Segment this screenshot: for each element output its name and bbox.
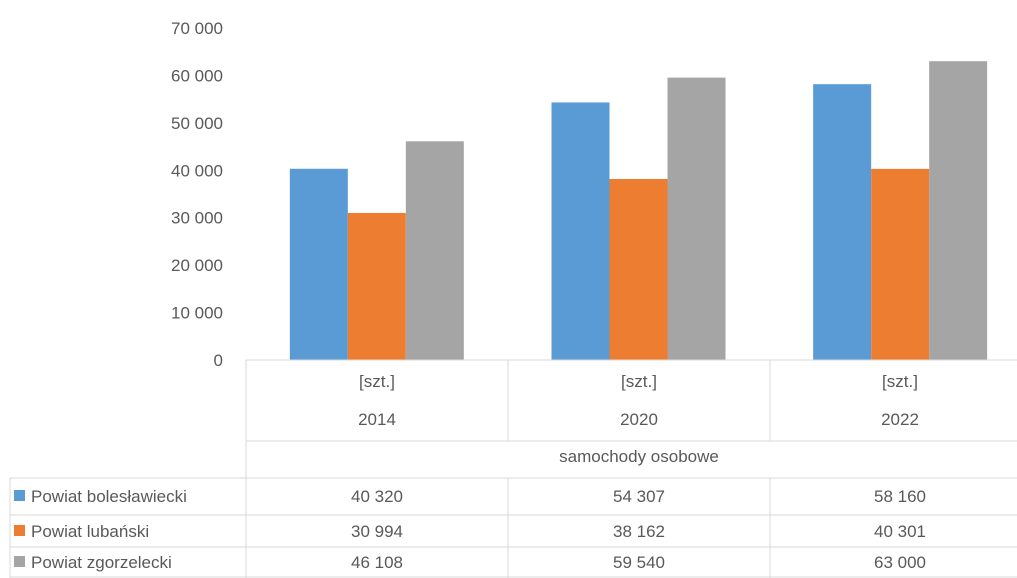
legend-swatch (14, 525, 25, 536)
y-tick-label: 70 000 (171, 19, 223, 38)
bar (347, 212, 406, 360)
table-value: 40 301 (874, 522, 926, 541)
category-label: 2014 (358, 410, 396, 429)
bar (667, 77, 726, 360)
data-table-grid (9, 359, 1017, 578)
table-value: 63 000 (874, 553, 926, 572)
y-axis-tick-labels: 0 10 000 20 000 30 000 40 000 50 000 60 000 70 … (171, 19, 223, 370)
category-unit-label: [szt.] (359, 372, 395, 391)
bar (405, 141, 464, 360)
table-value: 38 162 (613, 522, 665, 541)
legend-series-name: Powiat zgorzelecki (31, 553, 172, 572)
bar (871, 168, 930, 360)
y-tick-label: 30 000 (171, 209, 223, 228)
y-tick-label: 40 000 (171, 161, 223, 180)
legend-series-name: Powiat bolesławiecki (31, 487, 187, 506)
y-tick-label: 0 (214, 351, 223, 370)
category-label: 2020 (620, 410, 658, 429)
bar (609, 179, 668, 360)
legend-swatch (14, 556, 25, 567)
legend-swatch (14, 490, 25, 501)
bars (289, 61, 988, 360)
table-value: 58 160 (874, 487, 926, 506)
bar (929, 61, 988, 360)
category-unit-label: [szt.] (882, 372, 918, 391)
group-label: samochody osobowe (559, 447, 719, 466)
y-tick-label: 50 000 (171, 114, 223, 133)
category-label: 2022 (881, 410, 919, 429)
category-unit-label: [szt.] (621, 372, 657, 391)
table-value: 46 108 (351, 553, 403, 572)
table-value: 30 994 (351, 522, 403, 541)
bar (289, 168, 348, 360)
bar (813, 84, 872, 360)
legend-series-name: Powiat lubański (31, 522, 149, 541)
bar (551, 102, 610, 360)
data-table: [szt.] [szt.] [szt.] 2014 2020 2022 samo… (14, 372, 926, 572)
y-tick-label: 10 000 (171, 304, 223, 323)
table-value: 40 320 (351, 487, 403, 506)
y-tick-label: 20 000 (171, 256, 223, 275)
table-value: 59 540 (613, 553, 665, 572)
table-value: 54 307 (613, 487, 665, 506)
y-tick-label: 60 000 (171, 66, 223, 85)
